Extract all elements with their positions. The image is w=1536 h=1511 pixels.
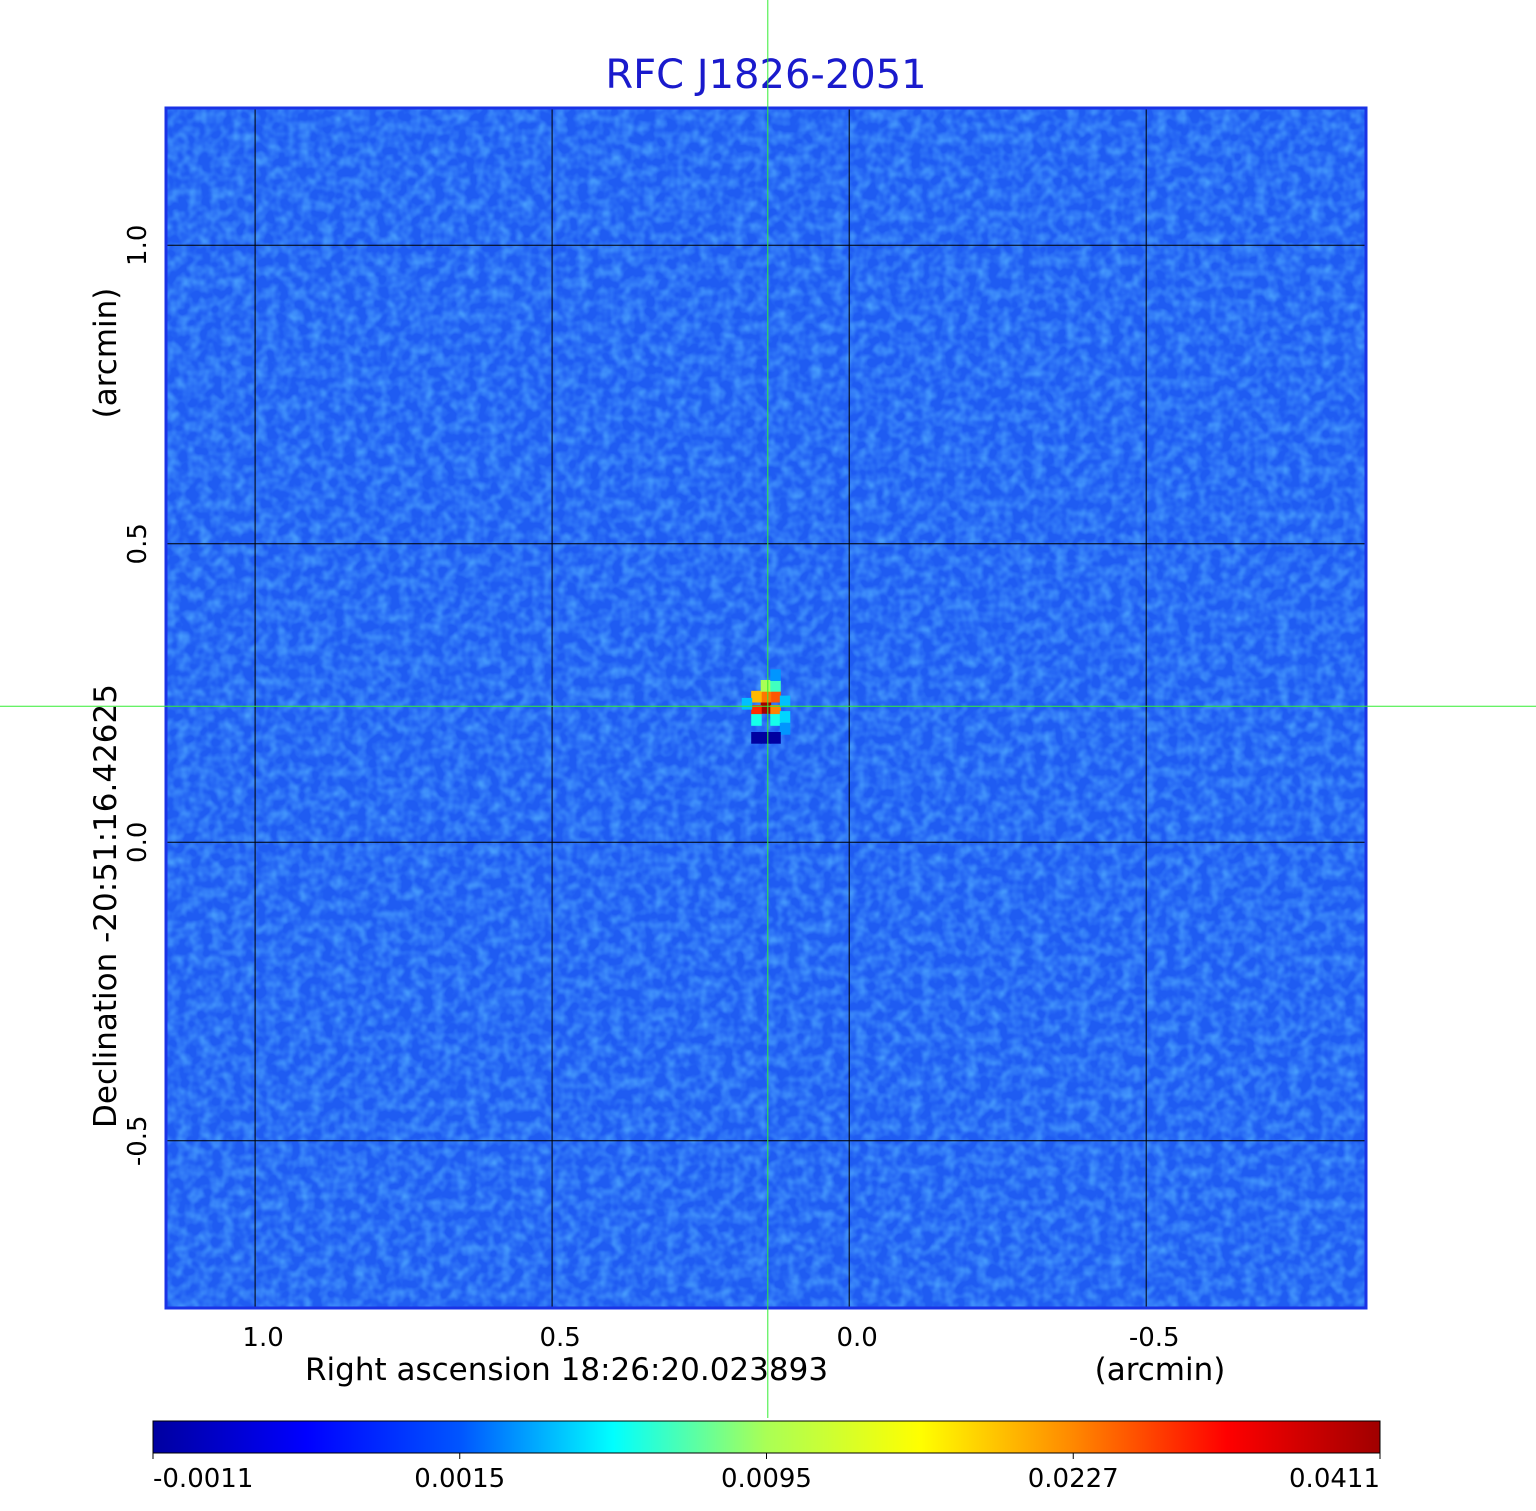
source-pixel	[770, 680, 781, 692]
x-tick-label: 0.0	[836, 1323, 877, 1353]
colorbar-ticks: -0.0011 0.0015 0.0095 0.0227 0.0411	[152, 1453, 1381, 1494]
source-pixel	[760, 732, 772, 744]
y-tick-label: -0.5	[123, 1115, 153, 1166]
source-pixel	[760, 680, 772, 692]
coordinate-grid	[166, 108, 1366, 1308]
x-axis-label: Right ascension 18:26:20.023893	[305, 1352, 828, 1388]
source-pixel	[751, 690, 762, 703]
y-axis-unit: (arcmin)	[88, 288, 124, 419]
y-tick-label: 0.5	[123, 523, 153, 564]
plot-area	[164, 106, 1368, 1310]
y-axis-ticks: 1.0 0.5 0.0 -0.5	[123, 225, 153, 1167]
source-pixel	[751, 705, 762, 717]
y-tick-label: 0.0	[123, 822, 153, 863]
source-pixel	[760, 702, 772, 714]
source-pixel	[770, 690, 781, 703]
colorbar-tick-label: 0.0015	[414, 1464, 505, 1494]
x-axis-unit: (arcmin)	[1095, 1352, 1226, 1388]
source-pixel	[770, 732, 781, 744]
source-pixel	[760, 690, 772, 703]
source-pixel	[770, 669, 781, 681]
y-tick-label: 1.0	[123, 225, 153, 266]
x-axis-ticks: 1.0 0.5 0.0 -0.5	[242, 1323, 1179, 1353]
colorbar-tick-label: 0.0095	[721, 1464, 812, 1494]
source-pixel	[779, 711, 791, 723]
colorbar-tick-label: 0.0227	[1028, 1464, 1119, 1494]
source-pixel	[770, 714, 781, 726]
x-tick-label: -0.5	[1129, 1323, 1180, 1353]
source-pixel	[751, 714, 762, 726]
source-emission	[741, 669, 791, 744]
x-tick-label: 1.0	[242, 1323, 283, 1353]
source-pixel	[741, 697, 753, 710]
colorbar-tick-label: 0.0411	[1289, 1464, 1380, 1494]
source-pixel	[751, 732, 762, 744]
y-axis-label: Declination -20:51:16.42625	[88, 684, 124, 1128]
plot-frame	[164, 106, 1368, 1310]
chart-title: RFC J1826-2051	[605, 52, 926, 98]
colorbar-tick-label: -0.0011	[153, 1464, 253, 1494]
x-tick-label: 0.5	[539, 1323, 580, 1353]
colorbar-gradient	[152, 1420, 1381, 1454]
source-pixel	[779, 723, 791, 735]
source-pixel	[779, 695, 791, 708]
source-pixel	[770, 705, 781, 717]
crosshair	[0, 0, 1536, 1418]
colorbar: -0.0011 0.0015 0.0095 0.0227 0.0411	[152, 1420, 1381, 1494]
